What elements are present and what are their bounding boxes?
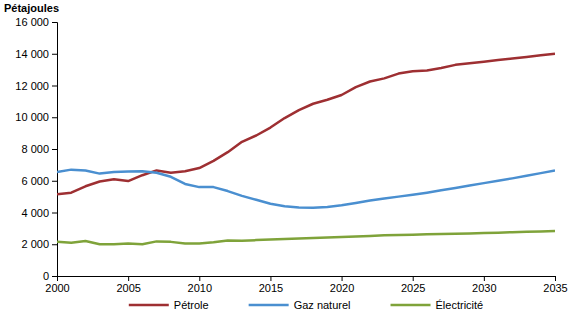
x-tick-mark bbox=[342, 276, 343, 281]
series-line bbox=[57, 54, 555, 194]
x-tick-label: 2020 bbox=[330, 282, 354, 294]
y-tick: 6 000 bbox=[21, 175, 57, 187]
y-tick-label: 10 000 bbox=[15, 111, 49, 123]
x-tick-label: 2005 bbox=[116, 282, 140, 294]
y-tick-mark bbox=[52, 213, 57, 214]
x-tick: 2015 bbox=[259, 276, 283, 294]
y-tick-label: 0 bbox=[43, 270, 49, 282]
x-tick-mark bbox=[199, 276, 200, 281]
y-tick-mark bbox=[52, 276, 57, 277]
y-tick-label: 16 000 bbox=[15, 16, 49, 28]
series-line bbox=[57, 231, 555, 244]
x-tick-mark bbox=[57, 276, 58, 281]
chart: 0 2 000 4 000 6 000 8 000 10 000 12 000 14 000 1… bbox=[0, 0, 580, 321]
x-tick-label: 2035 bbox=[543, 282, 567, 294]
y-tick-label: 12 000 bbox=[15, 80, 49, 92]
legend-label: Gaz naturel bbox=[294, 299, 351, 311]
x-tick: 2010 bbox=[188, 276, 212, 294]
x-axis-line bbox=[58, 277, 556, 282]
y-tick-label: 14 000 bbox=[15, 48, 49, 60]
x-tick: 2035 bbox=[543, 276, 567, 294]
x-tick-mark bbox=[128, 276, 129, 281]
y-axis-line bbox=[52, 23, 58, 277]
y-tick: 8 000 bbox=[21, 143, 57, 155]
x-tick: 2020 bbox=[330, 276, 354, 294]
y-tick: 0 bbox=[43, 270, 57, 282]
x-tick: 2030 bbox=[472, 276, 496, 294]
legend-swatch bbox=[129, 304, 169, 307]
y-tick-mark bbox=[52, 86, 57, 87]
x-tick-label: 2025 bbox=[401, 282, 425, 294]
y-tick: 16 000 bbox=[15, 16, 57, 28]
y-tick-label: 6 000 bbox=[21, 175, 49, 187]
x-tick-mark bbox=[270, 276, 271, 281]
x-tick-mark bbox=[555, 276, 556, 281]
y-tick: 14 000 bbox=[15, 48, 57, 60]
y-axis-title: Pétajoules bbox=[4, 2, 59, 14]
x-tick-label: 2030 bbox=[472, 282, 496, 294]
plot-area: 0 2 000 4 000 6 000 8 000 10 000 12 000 14 000 1… bbox=[15, 16, 567, 294]
x-tick: 2000 bbox=[45, 276, 69, 294]
series-line bbox=[57, 170, 555, 208]
y-tick-label: 8 000 bbox=[21, 143, 49, 155]
y-tick-mark bbox=[52, 181, 57, 182]
legend-swatch bbox=[249, 304, 289, 307]
series-lines bbox=[57, 54, 555, 245]
y-tick-label: 4 000 bbox=[21, 207, 49, 219]
y-tick: 2 000 bbox=[21, 238, 57, 250]
x-axis: 2000 2005 2010 2015 2020 2025 2030 2035 bbox=[45, 276, 567, 294]
y-tick-mark bbox=[52, 22, 57, 23]
y-tick-mark bbox=[52, 117, 57, 118]
y-tick-mark bbox=[52, 54, 57, 55]
legend-swatch bbox=[391, 304, 431, 307]
y-tick: 10 000 bbox=[15, 111, 57, 123]
x-tick-label: 2010 bbox=[188, 282, 212, 294]
legend-item: Gaz naturel bbox=[249, 299, 351, 311]
x-tick-label: 2000 bbox=[45, 282, 69, 294]
y-tick-label: 2 000 bbox=[21, 238, 49, 250]
legend-item: Électricité bbox=[391, 299, 484, 311]
y-tick: 12 000 bbox=[15, 80, 57, 92]
legend-label: Électricité bbox=[436, 299, 484, 311]
legend: Pétrole Gaz naturel Électricité bbox=[129, 299, 483, 311]
x-tick-label: 2015 bbox=[259, 282, 283, 294]
y-tick: 4 000 bbox=[21, 207, 57, 219]
x-tick: 2005 bbox=[116, 276, 140, 294]
x-tick: 2025 bbox=[401, 276, 425, 294]
legend-item: Pétrole bbox=[129, 299, 209, 311]
y-tick-mark bbox=[52, 244, 57, 245]
x-tick-mark bbox=[413, 276, 414, 281]
y-tick-mark bbox=[52, 149, 57, 150]
y-axis: 0 2 000 4 000 6 000 8 000 10 000 12 000 14 000 1… bbox=[15, 16, 57, 282]
legend-label: Pétrole bbox=[174, 299, 209, 311]
x-tick-mark bbox=[484, 276, 485, 281]
